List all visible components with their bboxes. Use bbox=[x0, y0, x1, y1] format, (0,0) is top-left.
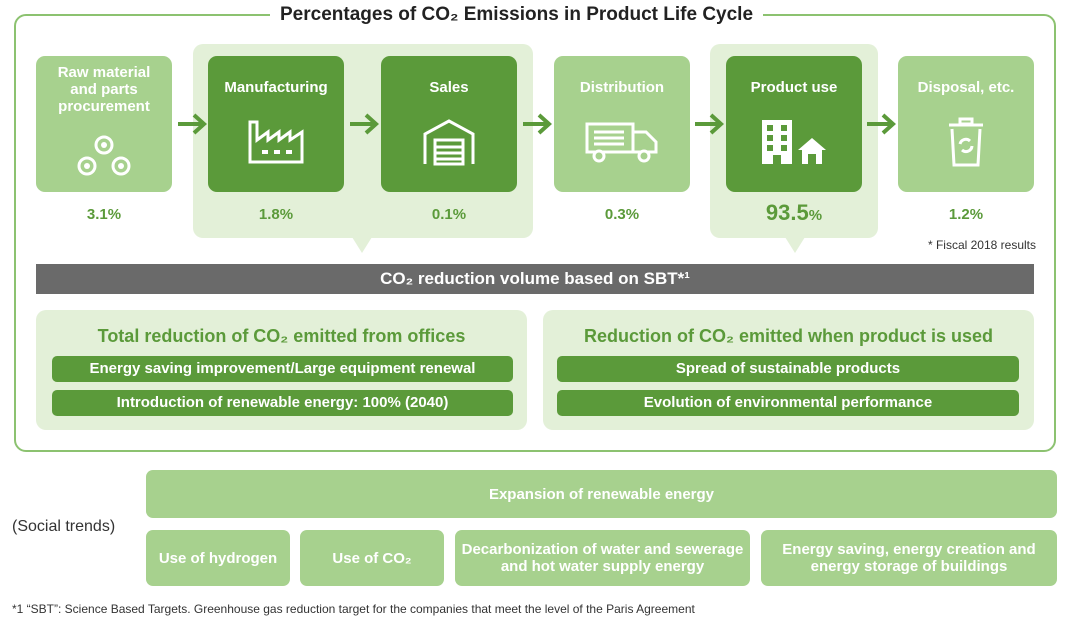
footnote: *1 “SBT”: Science Based Targets. Greenho… bbox=[12, 602, 695, 616]
offices-item: Introduction of renewable energy: 100% (… bbox=[52, 390, 513, 416]
stage-disposal: Disposal, etc. bbox=[898, 56, 1034, 192]
diagram-title: Percentages of CO₂ Emissions in Product … bbox=[270, 2, 764, 28]
product-use-panel-title: Reduction of CO₂ emitted when product is… bbox=[583, 326, 994, 346]
recycle-bin-icon bbox=[949, 117, 983, 167]
arrow-right-icon bbox=[695, 113, 724, 135]
bubble-product-use-tail bbox=[785, 237, 805, 253]
pct-product-use: 93.5% bbox=[734, 200, 854, 226]
sbt-bar: CO₂ reduction volume based on SBT*¹ bbox=[36, 264, 1034, 294]
stage-raw-material: Raw material and parts procurement bbox=[36, 56, 172, 192]
pct-raw-material: 3.1% bbox=[86, 206, 122, 223]
arrow-right-icon bbox=[523, 113, 552, 135]
offices-panel-title: Total reduction of CO₂ emitted from offi… bbox=[97, 326, 466, 346]
product-use-item: Spread of sustainable products bbox=[557, 356, 1019, 382]
bubble-offices-tail bbox=[352, 237, 372, 253]
product-use-item: Evolution of environmental performance bbox=[557, 390, 1019, 416]
building-house-icon bbox=[762, 120, 826, 164]
stage-label: Sales bbox=[429, 79, 469, 96]
stage-label: Raw material and parts procurement bbox=[57, 64, 151, 115]
pct-disposal: 1.2% bbox=[948, 206, 984, 223]
offices-panel: Total reduction of CO₂ emitted from offi… bbox=[36, 310, 527, 430]
raw-material-icon bbox=[77, 135, 131, 176]
factory-icon bbox=[248, 120, 304, 164]
stage-label: Manufacturing bbox=[224, 79, 328, 96]
stage-product-use: Product use bbox=[726, 56, 862, 192]
pct-sales: 0.1% bbox=[431, 206, 467, 223]
warehouse-icon bbox=[423, 119, 475, 166]
trend-renewable-energy: Expansion of renewable energy bbox=[146, 470, 1057, 518]
trend-water-decarbonization: Decarbonization of water and sewerage an… bbox=[455, 530, 750, 586]
arrow-right-icon bbox=[350, 113, 379, 135]
stage-manufacturing: Manufacturing bbox=[208, 56, 344, 192]
social-trends-label: (Social trends) bbox=[12, 518, 116, 535]
offices-item: Energy saving improvement/Large equipmen… bbox=[52, 356, 513, 382]
product-use-panel: Reduction of CO₂ emitted when product is… bbox=[543, 310, 1034, 430]
trend-hydrogen: Use of hydrogen bbox=[146, 530, 290, 586]
stage-label: Disposal, etc. bbox=[917, 79, 1015, 96]
pct-product-use-number: 93.5 bbox=[765, 200, 809, 225]
stage-distribution: Distribution bbox=[554, 56, 690, 192]
fiscal-note: * Fiscal 2018 results bbox=[927, 238, 1036, 252]
stage-label: Distribution bbox=[579, 79, 665, 96]
pct-distribution: 0.3% bbox=[604, 206, 640, 223]
pct-product-use-unit: % bbox=[808, 207, 823, 224]
stage-sales: Sales bbox=[381, 56, 517, 192]
pct-manufacturing: 1.8% bbox=[258, 206, 294, 223]
stage-label: Product use bbox=[750, 79, 838, 96]
trend-co2-use: Use of CO₂ bbox=[300, 530, 444, 586]
arrow-right-icon bbox=[867, 113, 896, 135]
arrow-right-icon bbox=[178, 113, 207, 135]
truck-icon bbox=[585, 122, 658, 163]
trend-buildings-energy: Energy saving, energy creation and energ… bbox=[761, 530, 1057, 586]
